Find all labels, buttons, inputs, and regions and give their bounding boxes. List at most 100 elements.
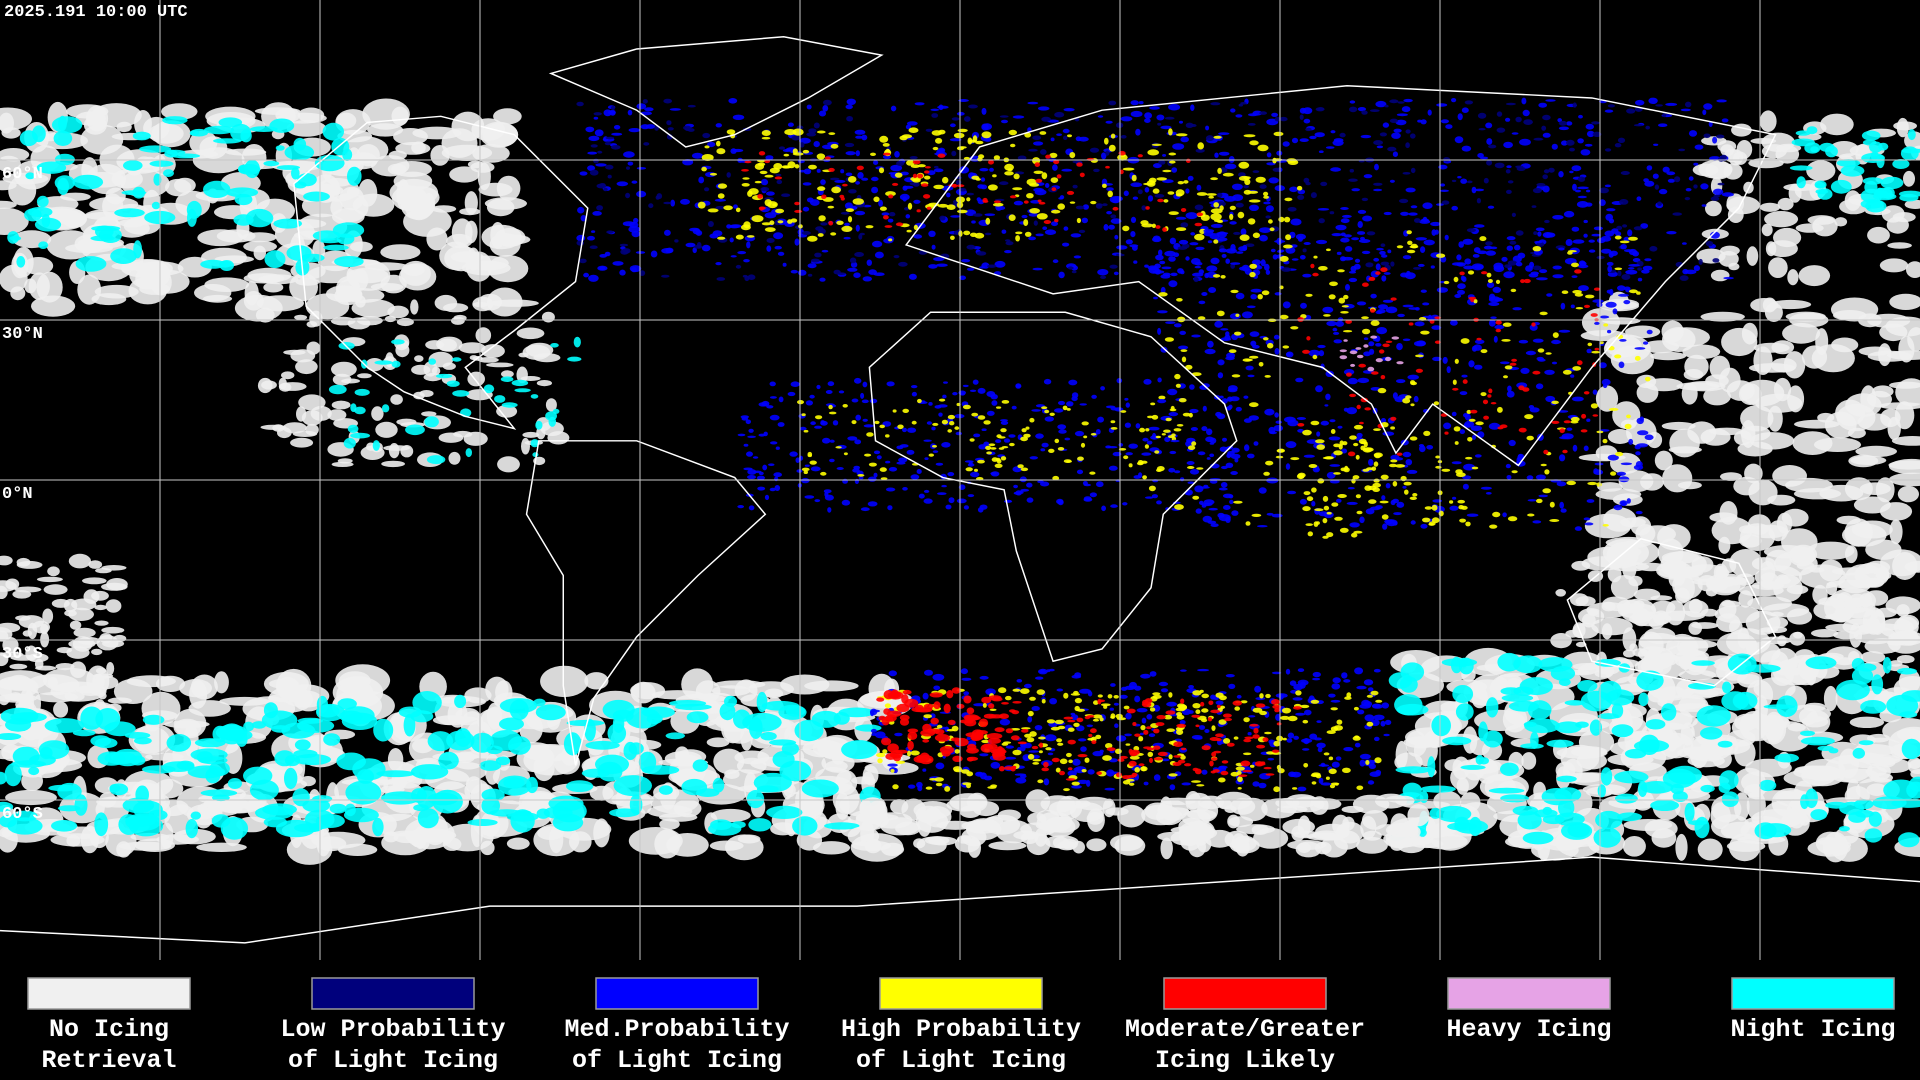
cloud-patch — [861, 177, 869, 181]
cloud-patch — [1896, 614, 1920, 632]
cloud-patch — [1056, 133, 1062, 136]
cloud-patch — [1229, 396, 1240, 402]
cloud-patch — [893, 255, 900, 259]
cloud-patch — [1263, 471, 1270, 476]
cloud-patch — [1451, 179, 1457, 183]
cloud-patch — [628, 225, 640, 233]
cloud-patch — [801, 779, 839, 798]
cloud-patch — [1889, 660, 1903, 667]
cloud-patch — [486, 198, 515, 217]
cloud-patch — [1413, 395, 1419, 403]
cloud-patch — [188, 700, 231, 717]
cloud-patch — [1243, 185, 1249, 189]
cloud-patch — [1387, 249, 1392, 254]
cloud-patch — [1497, 426, 1504, 430]
cloud-patch — [1086, 838, 1107, 852]
cloud-patch — [1096, 203, 1103, 207]
cloud-patch — [1229, 837, 1260, 854]
cloud-patch — [1515, 230, 1524, 236]
cloud-patch — [263, 816, 288, 828]
cloud-patch — [530, 439, 540, 448]
cloud-patch — [1716, 134, 1725, 139]
cloud-patch — [1379, 132, 1387, 137]
cloud-patch — [1317, 344, 1326, 349]
cloud-patch — [1887, 350, 1920, 360]
cloud-patch — [1278, 216, 1285, 223]
cloud-patch — [179, 679, 213, 698]
cloud-patch — [1210, 257, 1220, 265]
cloud-patch — [1291, 258, 1299, 261]
cloud-patch — [1343, 294, 1349, 300]
cloud-patch — [914, 102, 925, 106]
cloud-patch — [1762, 603, 1810, 618]
cloud-patch — [714, 198, 727, 202]
cloud-patch — [1761, 144, 1787, 159]
cloud-patch — [1815, 328, 1829, 356]
cloud-patch — [1316, 431, 1321, 437]
cloud-patch — [1239, 234, 1250, 241]
cloud-patch — [733, 709, 751, 729]
cloud-patch — [1299, 254, 1306, 260]
cloud-patch — [1532, 246, 1542, 252]
cloud-patch — [1120, 116, 1133, 122]
cloud-patch — [1303, 177, 1310, 183]
cloud-patch — [916, 209, 921, 213]
cloud-patch — [815, 415, 823, 420]
cloud-patch — [1244, 444, 1250, 452]
cloud-patch — [1454, 136, 1464, 144]
cloud-patch — [1551, 143, 1558, 150]
cloud-patch — [1531, 322, 1536, 327]
cloud-patch — [1836, 515, 1861, 525]
cloud-patch — [1460, 178, 1468, 184]
cloud-patch — [1602, 524, 1609, 527]
cloud-patch — [845, 172, 853, 177]
cloud-patch — [1205, 125, 1210, 131]
cloud-patch — [1009, 195, 1017, 199]
cloud-patch — [1483, 730, 1503, 748]
cloud-patch — [1570, 304, 1575, 309]
cloud-patch — [966, 244, 976, 250]
cloud-patch — [1355, 347, 1362, 350]
cloud-patch — [1410, 380, 1416, 385]
cloud-patch — [219, 696, 270, 706]
cloud-patch — [1302, 273, 1312, 278]
cloud-patch — [1390, 297, 1397, 301]
cloud-patch — [1290, 218, 1302, 226]
cloud-patch — [1861, 130, 1881, 141]
cloud-patch — [1594, 321, 1600, 325]
cloud-patch — [981, 107, 987, 115]
cloud-patch — [860, 507, 870, 512]
cloud-patch — [1643, 341, 1649, 345]
cloud-patch — [773, 472, 782, 478]
cloud-patch — [1066, 401, 1074, 407]
cloud-patch — [1634, 347, 1646, 350]
cloud-patch — [1167, 191, 1175, 195]
cloud-patch — [1150, 402, 1156, 406]
cloud-patch — [1633, 600, 1645, 610]
cloud-patch — [1622, 836, 1646, 857]
cloud-patch — [589, 169, 599, 176]
cloud-patch — [109, 783, 129, 796]
cloud-patch — [609, 109, 616, 116]
cloud-patch — [1367, 366, 1375, 372]
cloud-patch — [1264, 263, 1270, 271]
cloud-patch — [984, 213, 996, 216]
cloud-patch — [1314, 132, 1325, 138]
cloud-patch — [1606, 289, 1612, 294]
cloud-patch — [1210, 213, 1222, 221]
cloud-patch — [545, 411, 557, 421]
cloud-patch — [892, 409, 897, 413]
cloud-patch — [1518, 339, 1529, 344]
cloud-patch — [1157, 122, 1162, 126]
cloud-patch — [1591, 233, 1601, 237]
cloud-patch — [1646, 329, 1653, 335]
cloud-patch — [441, 128, 478, 158]
cloud-patch — [1193, 277, 1199, 283]
cloud-patch — [1597, 713, 1619, 720]
cloud-patch — [1222, 172, 1234, 177]
cloud-patch — [449, 166, 480, 183]
cloud-patch — [166, 734, 192, 752]
cloud-patch — [1136, 461, 1144, 466]
cloud-patch — [1230, 108, 1236, 113]
cloud-patch — [583, 272, 589, 278]
